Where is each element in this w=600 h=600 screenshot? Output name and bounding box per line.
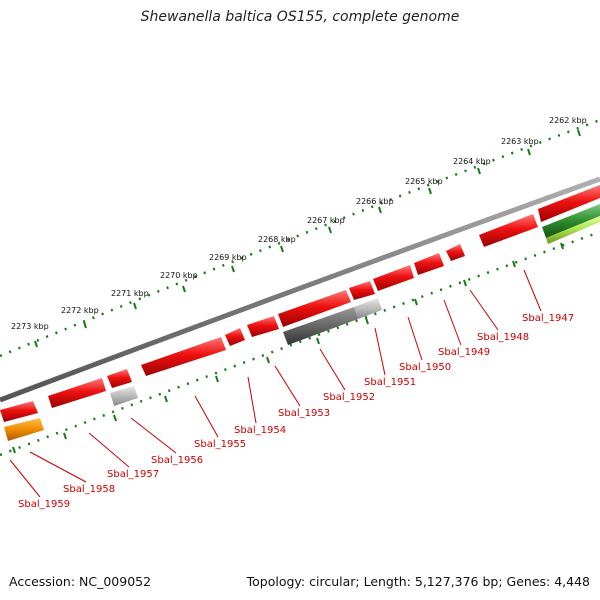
kbp-label: 2267 kbp [307, 216, 345, 225]
leader-line [523, 269, 542, 312]
accession-text: Accession: NC_009052 [9, 574, 152, 589]
gene-feature [414, 253, 444, 275]
gene-label: Sbal_1956 [151, 455, 203, 466]
gene-feature [446, 244, 465, 261]
lower-major-ticks [12, 242, 564, 454]
gene-feature [247, 316, 279, 337]
major-tick [83, 321, 87, 329]
leader-line [469, 289, 499, 331]
major-tick [365, 317, 369, 325]
major-tick [182, 285, 186, 293]
kbp-labels: 2262 kbp 2263 kbp 2264 kbp 2265 kbp 2266… [11, 116, 587, 331]
gene-label: Sbal_1949 [438, 347, 490, 358]
gene-labels: Sbal_1947 Sbal_1948 Sbal_1949 Sbal_1950 … [18, 313, 574, 510]
genome-backbone [0, 176, 600, 403]
major-tick [34, 340, 38, 348]
major-tick [215, 375, 219, 383]
leader-line [29, 451, 87, 483]
major-tick [280, 245, 284, 253]
gene-feature [542, 204, 600, 238]
gene-label: Sbal_1950 [399, 362, 451, 373]
kbp-label: 2262 kbp [549, 116, 587, 125]
kbp-label: 2265 kbp [405, 177, 443, 186]
major-tick [463, 279, 467, 287]
major-tick [328, 226, 332, 234]
leader-line [247, 376, 257, 424]
gene-feature [538, 185, 600, 222]
gene-feature [349, 281, 375, 300]
kbp-label: 2271 kbp [111, 289, 149, 298]
kbp-label: 2266 kbp [356, 197, 394, 206]
gene-label: Sbal_1958 [63, 484, 115, 495]
gene-label: Sbal_1948 [477, 332, 529, 343]
kbp-label: 2273 kbp [11, 322, 49, 331]
gene-feature [48, 378, 106, 408]
gene-feature [141, 337, 226, 376]
gene-feature [278, 290, 351, 327]
major-tick [527, 148, 531, 156]
major-tick [577, 129, 581, 137]
major-tick [414, 298, 418, 306]
major-tick [133, 302, 137, 310]
major-tick [266, 356, 270, 364]
kbp-label: 2270 kbp [160, 271, 198, 280]
gene-label: Sbal_1957 [107, 469, 159, 480]
gene-label: Sbal_1947 [522, 313, 574, 324]
leader-line [319, 348, 346, 391]
leader-line [194, 395, 219, 438]
gene-feature [0, 401, 38, 422]
gene-feature [354, 298, 382, 319]
major-tick [113, 414, 117, 422]
major-tick [428, 187, 432, 195]
gene-feature [225, 328, 245, 346]
major-tick [164, 395, 168, 403]
leader-line [274, 365, 301, 407]
upper-major-ticks [34, 129, 581, 348]
leader-line [9, 459, 41, 498]
major-tick [512, 260, 516, 268]
major-tick [231, 265, 235, 273]
gene-feature [546, 216, 600, 244]
gene-feature [107, 369, 132, 388]
kbp-label: 2264 kbp [453, 157, 491, 166]
leader-line [443, 299, 462, 346]
major-tick [477, 167, 481, 175]
map-title: Shewanella baltica OS155, complete genom… [140, 9, 460, 25]
leader-line [130, 417, 177, 454]
kbp-label: 2263 kbp [501, 137, 539, 146]
gene-label: Sbal_1959 [18, 499, 70, 510]
forward-genes [0, 185, 600, 422]
label-leaders [9, 269, 542, 498]
gene-label: Sbal_1955 [194, 439, 246, 450]
kbp-label: 2269 kbp [209, 253, 247, 262]
gene-feature [373, 265, 414, 291]
reverse-genes [4, 204, 600, 441]
gene-feature [479, 214, 538, 247]
major-tick [316, 337, 320, 345]
gene-feature [4, 418, 44, 441]
major-tick [12, 446, 16, 454]
gene-label: Sbal_1951 [364, 377, 416, 388]
gene-label: Sbal_1954 [234, 425, 286, 436]
leader-line [407, 316, 423, 361]
genome-summary: Topology: circular; Length: 5,127,376 bp… [246, 574, 590, 589]
kbp-label: 2272 kbp [61, 306, 99, 315]
leader-line [88, 432, 130, 468]
lower-tick-track [0, 230, 600, 457]
kbp-label: 2268 kbp [258, 235, 296, 244]
gene-label: Sbal_1953 [278, 408, 330, 419]
major-tick [63, 432, 67, 440]
major-tick [560, 242, 564, 250]
gene-label: Sbal_1952 [323, 392, 375, 403]
gene-feature [110, 386, 138, 406]
major-tick [378, 206, 382, 214]
leader-line [374, 327, 386, 376]
gene-feature [283, 307, 358, 345]
